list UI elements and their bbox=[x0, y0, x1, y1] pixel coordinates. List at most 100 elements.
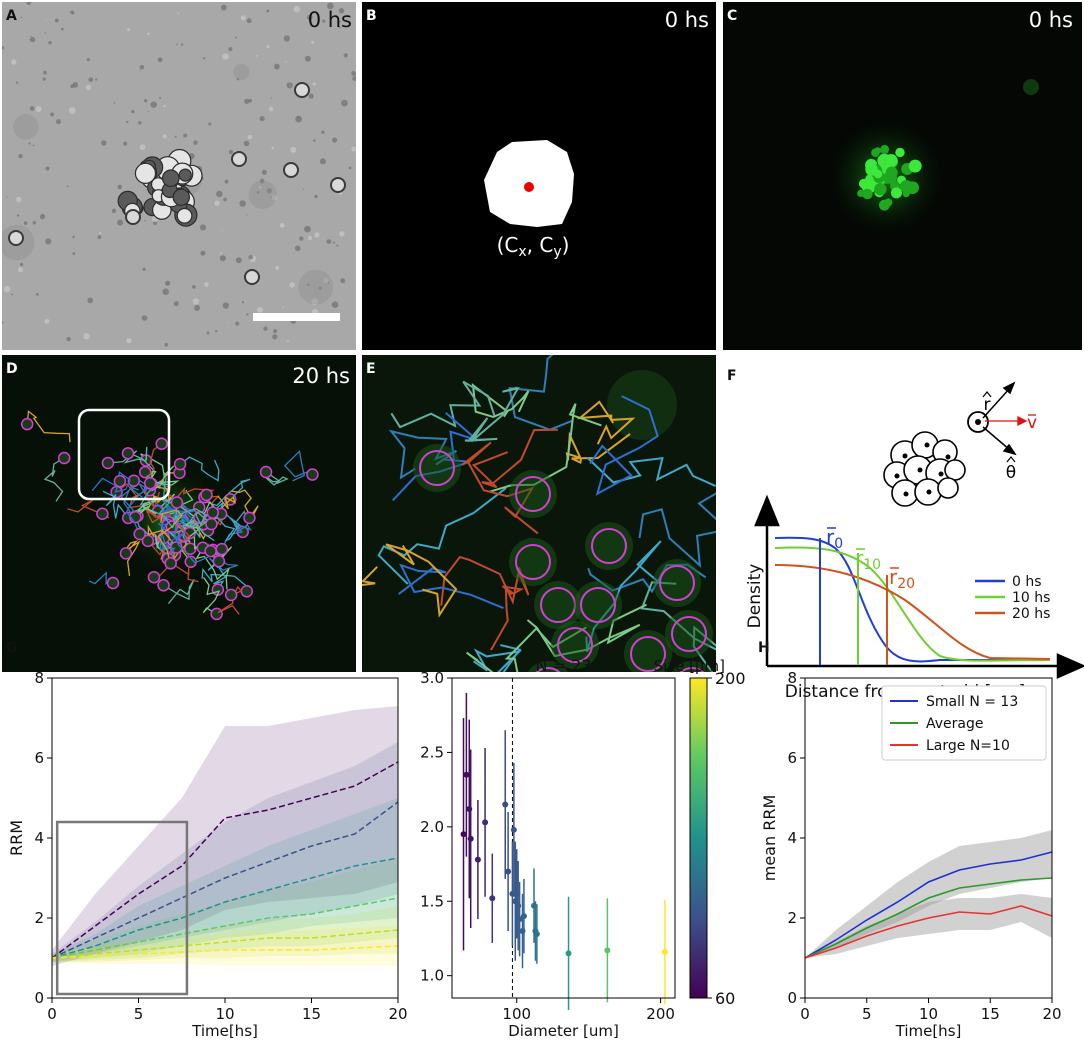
point bbox=[474, 856, 481, 863]
y-tick-label: 2.0 bbox=[420, 818, 444, 836]
y-tick-label: 2 bbox=[787, 909, 797, 927]
schematic-ylabel: Density bbox=[745, 564, 765, 629]
point bbox=[463, 771, 470, 778]
panel-label: B bbox=[366, 8, 377, 24]
image-panel-e bbox=[362, 355, 716, 672]
y-tick-label: 1.5 bbox=[420, 892, 444, 910]
centroid-label-part: ) bbox=[562, 233, 570, 257]
panel-label: E bbox=[366, 361, 376, 377]
y-axis-label: RRM bbox=[7, 820, 26, 856]
series-line bbox=[804, 851, 1053, 959]
centroid-label-part: x bbox=[518, 244, 526, 260]
point bbox=[482, 819, 489, 826]
legend-label: Small N = 13 bbox=[926, 694, 1018, 710]
x-axis-label: Time[hs] bbox=[895, 1022, 962, 1040]
band bbox=[52, 798, 398, 962]
schematic bbox=[754, 381, 1084, 679]
colorbar-tick-label: 200 bbox=[715, 669, 746, 688]
y-tick-label: 6 bbox=[787, 749, 797, 767]
x-tick-label: 0 bbox=[800, 1005, 810, 1023]
radius-main: r bbox=[889, 565, 898, 589]
chart: 0 5 10 15 20 0 2 4 6 8 Time[hs] mean RRM Small N = 1… bbox=[760, 669, 1062, 1040]
y-tick-label: 4 bbox=[34, 829, 44, 847]
panel-label: D bbox=[6, 361, 18, 377]
panel-label: C bbox=[727, 8, 737, 24]
band bbox=[52, 742, 398, 962]
band bbox=[52, 906, 398, 962]
radius-label: r10 bbox=[855, 546, 881, 573]
x-tick-label: 0 bbox=[47, 1005, 57, 1023]
radius-sub: 20 bbox=[897, 576, 915, 592]
series-line bbox=[51, 857, 399, 959]
vector-label: v bbox=[1027, 413, 1037, 433]
panel-label: F bbox=[727, 368, 737, 384]
y-tick-label: 4 bbox=[787, 829, 797, 847]
x-tick-label: 5 bbox=[134, 1005, 144, 1023]
time-label: 20 hs bbox=[292, 364, 350, 388]
centroid-label-part: (C bbox=[497, 233, 519, 257]
image-panel-a bbox=[2, 2, 356, 350]
inset-box bbox=[55, 820, 189, 996]
time-label: 0 hs bbox=[665, 8, 709, 32]
radius-label: r0 bbox=[826, 525, 843, 552]
x-tick-label: 10 bbox=[215, 1005, 234, 1023]
image-panel-d bbox=[2, 355, 356, 672]
centroid-label: (Cx, Cy) bbox=[497, 233, 570, 260]
point bbox=[467, 835, 474, 842]
y-tick-label: 2 bbox=[34, 909, 44, 927]
band bbox=[52, 926, 398, 966]
panel-label: H bbox=[758, 640, 770, 656]
y-tick-label: 8 bbox=[34, 669, 44, 687]
legend-label: 20 hs bbox=[1012, 606, 1050, 622]
y-tick-label: 8 bbox=[787, 669, 797, 687]
point bbox=[502, 801, 509, 808]
scale-bar bbox=[253, 313, 340, 321]
legend-label: Large N=10 bbox=[926, 738, 1010, 754]
point bbox=[489, 895, 496, 902]
x-axis-label: Time[hs] bbox=[191, 1022, 258, 1040]
series-line bbox=[51, 945, 399, 959]
y-axis-label: mean RRM bbox=[760, 795, 779, 882]
hat bbox=[1006, 456, 1016, 463]
radius-sub: 0 bbox=[834, 536, 843, 552]
series-line bbox=[804, 905, 1053, 959]
radius-label: r20 bbox=[889, 565, 915, 592]
panel-label: G bbox=[6, 640, 18, 656]
legend-label: Average bbox=[926, 716, 984, 732]
centroid-label-part: , C bbox=[527, 233, 554, 257]
chart: 0 5 10 15 20 0 2 4 6 8 Time[hs] RRM bbox=[7, 669, 408, 1040]
radius-sub: 10 bbox=[863, 557, 881, 573]
plot-frame bbox=[451, 677, 676, 999]
band bbox=[52, 858, 398, 962]
x-tick-label: 200 bbox=[646, 1005, 675, 1023]
series-line bbox=[51, 761, 399, 959]
series-line bbox=[51, 929, 399, 959]
panel-label: A bbox=[6, 8, 17, 24]
point bbox=[505, 868, 512, 875]
legend-box bbox=[881, 685, 1047, 761]
hat bbox=[982, 391, 992, 398]
x-tick-label: 20 bbox=[388, 1005, 407, 1023]
colorbar-tick-label: 60 bbox=[715, 989, 735, 1008]
plot-frame bbox=[804, 677, 1053, 999]
y-tick-label: 0 bbox=[787, 989, 797, 1007]
point bbox=[520, 913, 527, 920]
image-panel-c bbox=[723, 2, 1082, 350]
series-line bbox=[51, 801, 399, 959]
x-tick-label: 10 bbox=[919, 1005, 938, 1023]
series-line bbox=[51, 897, 399, 959]
zoom-box bbox=[77, 408, 171, 501]
image-panel-b bbox=[362, 2, 716, 350]
band bbox=[52, 706, 398, 966]
x-axis-label: Diameter [um] bbox=[508, 1022, 619, 1040]
point bbox=[510, 826, 517, 833]
point bbox=[661, 948, 668, 955]
radius-main: r bbox=[855, 546, 864, 570]
radius-main: r bbox=[826, 525, 835, 549]
point bbox=[460, 831, 467, 838]
plot-frame bbox=[51, 677, 399, 999]
series-line bbox=[804, 877, 1053, 959]
centroid bbox=[524, 182, 534, 192]
time-label: 0 hs bbox=[308, 8, 352, 32]
vector-label: θ bbox=[1006, 463, 1016, 483]
